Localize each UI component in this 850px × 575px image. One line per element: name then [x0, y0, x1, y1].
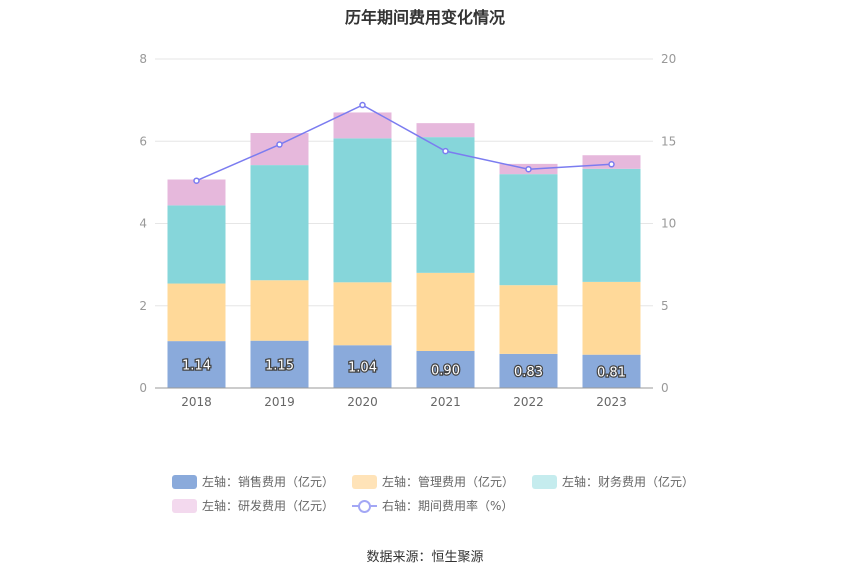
bar-segment-2: [167, 205, 226, 284]
bar-segment-1: [167, 283, 226, 342]
y-right-tick-label: 15: [661, 134, 676, 148]
x-tick-label: 2020: [347, 395, 378, 409]
legend-label-admin: 左轴：管理费用（亿元）: [382, 475, 515, 489]
bar-segment-0: [250, 340, 309, 388]
legend-item-rate[interactable]: 右轴：期间费用率（%）: [352, 497, 513, 514]
legend-label-rnd: 左轴：研发费用（亿元）: [202, 499, 335, 513]
bar-segment-0: [167, 341, 226, 388]
bar-segment-2: [499, 174, 558, 286]
chart-plot: 0 2 4 6 8 0 5 10 15 20 1.14 2018 1.15 2019 1.04 2020 0.9…: [139, 52, 676, 409]
bar-segment-1: [499, 285, 558, 354]
legend-swatch-admin: [352, 474, 378, 489]
y-right-tick-label: 0: [661, 381, 669, 395]
bar-segment-0: [499, 353, 558, 388]
bar-data-label: 0.90: [431, 363, 460, 378]
legend-swatch-rnd: [172, 498, 197, 513]
bar-data-label: 0.81: [597, 365, 626, 380]
y-left-tick-label: 0: [139, 381, 147, 395]
rate-point: [608, 161, 615, 168]
bar-segment-2: [333, 138, 392, 283]
rate-point: [193, 177, 200, 184]
bar-data-label: 1.14: [182, 359, 211, 374]
legend-swatch-finance: [532, 474, 558, 489]
x-tick-label: 2022: [513, 395, 544, 409]
bar-segment-3: [250, 133, 309, 166]
bar-segment-2: [416, 137, 475, 273]
rate-point: [359, 101, 366, 109]
legend-row-2: 左轴：研发费用（亿元） 右轴：期间费用率（%）: [0, 497, 850, 514]
bar-segment-0: [333, 345, 392, 388]
y-right-tick-label: 20: [661, 52, 676, 66]
source-note: 数据来源：恒生聚源: [366, 550, 484, 565]
bar-segment-1: [333, 282, 392, 346]
y-left-tick-label: 4: [139, 217, 147, 231]
bar-segment-3: [333, 112, 392, 139]
x-tick-label: 2019: [264, 395, 295, 409]
bar-data-label: 1.15: [265, 358, 294, 373]
y-right-tick-label: 10: [661, 217, 676, 231]
bar-segment-2: [250, 165, 309, 281]
legend-label-sales: 左轴：销售费用（亿元）: [202, 475, 335, 489]
legend-item-finance[interactable]: 左轴：财务费用（亿元）: [532, 473, 694, 490]
legend-swatch-sales: [172, 474, 197, 489]
legend-item-rnd[interactable]: 左轴：研发费用（亿元）: [172, 497, 334, 514]
x-tick-label: 2018: [181, 395, 212, 409]
x-tick-label: 2021: [430, 395, 461, 409]
rate-line: [196, 104, 612, 182]
x-tick-label: 2023: [596, 395, 627, 409]
y-left-tick-label: 2: [139, 299, 147, 313]
legend-item-sales[interactable]: 左轴：销售费用（亿元）: [172, 473, 334, 490]
bar-segment-0: [582, 354, 641, 388]
bar-segment-0: [416, 350, 475, 388]
legend-item-admin[interactable]: 左轴：管理费用（亿元）: [352, 473, 514, 490]
bar-segment-1: [250, 280, 309, 341]
legend-row-1: 左轴：销售费用（亿元） 左轴：管理费用（亿元） 左轴：财务费用（亿元）: [0, 473, 850, 490]
rate-point: [525, 165, 532, 173]
legend-label-rate: 右轴：期间费用率（%）: [382, 499, 514, 513]
bar-segment-1: [416, 272, 475, 351]
bar-segment-2: [582, 168, 641, 282]
bar-data-label: 1.04: [348, 361, 377, 376]
y-right-tick-label: 5: [661, 299, 669, 313]
bar-data-label: 0.83: [514, 365, 543, 380]
y-left-tick-label: 6: [139, 134, 147, 148]
bar-segment-3: [416, 123, 475, 138]
bar-segment-1: [582, 281, 641, 355]
rate-point: [276, 141, 283, 148]
chart-title: 历年期间费用变化情况: [344, 8, 505, 27]
rate-point: [442, 147, 449, 155]
y-left-tick-label: 8: [139, 52, 147, 66]
legend-swatch-rate: [352, 499, 378, 513]
legend-label-finance: 左轴：财务费用（亿元）: [562, 475, 695, 489]
